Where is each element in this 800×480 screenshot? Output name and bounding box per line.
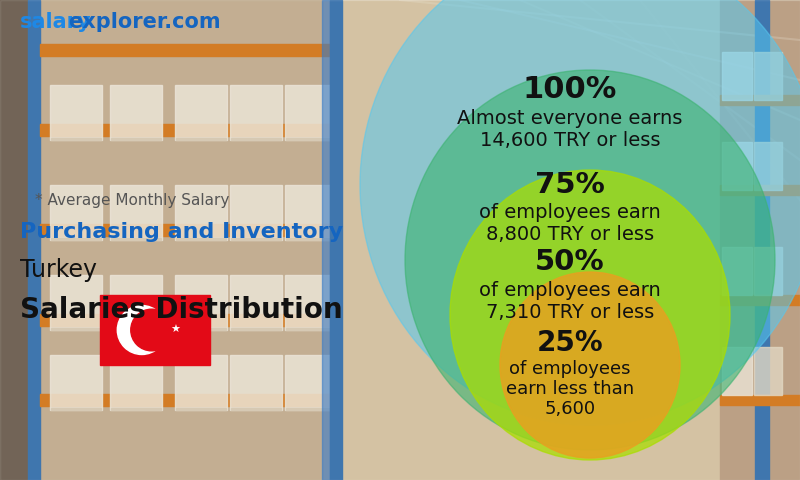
Ellipse shape (360, 0, 800, 425)
Bar (28, 0, 40, 480)
Bar (176, 408, 226, 410)
Bar (330, 0, 342, 480)
Bar (754, 247, 782, 295)
Bar (286, 328, 336, 330)
Text: explorer.com: explorer.com (68, 12, 221, 32)
Bar (40, 224, 330, 236)
Text: * Average Monthly Salary: * Average Monthly Salary (35, 192, 230, 207)
Bar (176, 238, 226, 240)
Text: earn less than: earn less than (506, 380, 634, 398)
Bar (322, 0, 330, 480)
Text: Purchasing and Inventory: Purchasing and Inventory (20, 222, 343, 242)
Bar (175, 85, 227, 140)
Bar (754, 347, 782, 395)
Text: Almost everyone earns: Almost everyone earns (458, 108, 682, 128)
Bar (722, 347, 752, 395)
Bar (110, 85, 162, 140)
Bar (175, 355, 227, 410)
Bar (176, 328, 226, 330)
Bar (722, 52, 752, 100)
Bar (111, 328, 161, 330)
Bar (0, 0, 40, 480)
Bar (40, 394, 330, 406)
Text: Salaries Distribution: Salaries Distribution (20, 296, 342, 324)
Bar (285, 355, 337, 410)
Text: 100%: 100% (523, 75, 617, 105)
Bar (286, 138, 336, 140)
Bar (340, 0, 800, 480)
Bar (40, 44, 330, 56)
Bar (720, 185, 800, 195)
Bar (755, 0, 769, 480)
Bar (40, 314, 330, 326)
Text: 50%: 50% (535, 248, 605, 276)
Bar (176, 138, 226, 140)
Bar (110, 275, 162, 330)
Ellipse shape (118, 305, 166, 355)
Text: 75%: 75% (535, 171, 605, 199)
Bar (720, 395, 800, 405)
Bar (50, 185, 102, 240)
Bar (285, 85, 337, 140)
Text: Turkey: Turkey (20, 258, 97, 282)
Bar (722, 247, 752, 295)
Bar (100, 295, 210, 365)
Text: ★: ★ (170, 325, 180, 335)
Ellipse shape (130, 309, 173, 351)
Bar (111, 408, 161, 410)
Bar (175, 185, 227, 240)
Bar (50, 355, 102, 410)
Bar (110, 355, 162, 410)
Bar (51, 328, 101, 330)
Bar (722, 142, 752, 190)
Bar (51, 138, 101, 140)
Bar (231, 138, 281, 140)
Text: 7,310 TRY or less: 7,310 TRY or less (486, 302, 654, 322)
Bar (175, 275, 227, 330)
Ellipse shape (405, 70, 775, 450)
Bar (285, 185, 337, 240)
Text: 14,600 TRY or less: 14,600 TRY or less (480, 131, 660, 149)
Text: of employees: of employees (510, 360, 630, 378)
Bar (230, 275, 282, 330)
Bar (754, 142, 782, 190)
Text: 8,800 TRY or less: 8,800 TRY or less (486, 226, 654, 244)
Ellipse shape (450, 170, 730, 460)
Text: of employees earn: of employees earn (479, 280, 661, 300)
Bar (230, 355, 282, 410)
Bar (720, 295, 800, 305)
Bar (110, 185, 162, 240)
Bar (231, 408, 281, 410)
Text: 5,600: 5,600 (545, 400, 595, 418)
Bar (40, 0, 340, 480)
Bar (50, 275, 102, 330)
Bar (231, 238, 281, 240)
Bar (51, 408, 101, 410)
Bar (286, 408, 336, 410)
Text: salary: salary (20, 12, 92, 32)
Bar (40, 124, 330, 136)
Bar (720, 0, 800, 480)
Text: of employees earn: of employees earn (479, 204, 661, 223)
Bar (111, 238, 161, 240)
Bar (231, 328, 281, 330)
Ellipse shape (500, 272, 680, 458)
Bar (230, 85, 282, 140)
Bar (285, 275, 337, 330)
Bar (286, 238, 336, 240)
Bar (754, 52, 782, 100)
Bar (720, 95, 800, 105)
Bar (51, 238, 101, 240)
Bar (50, 85, 102, 140)
Bar (111, 138, 161, 140)
Text: 25%: 25% (537, 329, 603, 357)
Bar (230, 185, 282, 240)
